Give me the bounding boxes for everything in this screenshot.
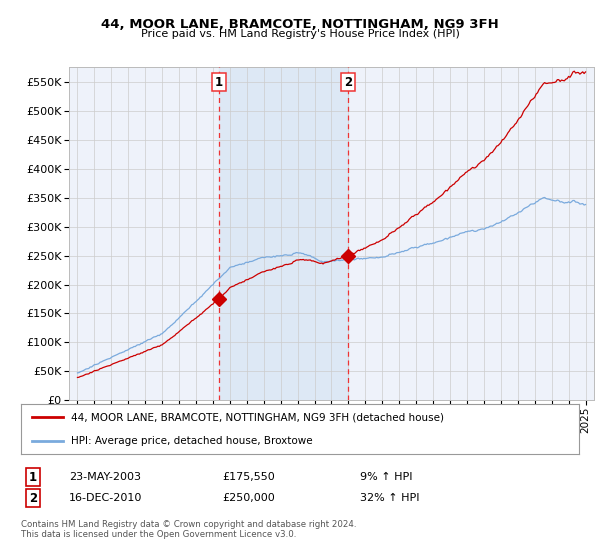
Text: Price paid vs. HM Land Registry's House Price Index (HPI): Price paid vs. HM Land Registry's House …	[140, 29, 460, 39]
Text: 1: 1	[29, 470, 37, 484]
Text: £175,550: £175,550	[222, 472, 275, 482]
Text: 16-DEC-2010: 16-DEC-2010	[69, 493, 142, 503]
Text: 44, MOOR LANE, BRAMCOTE, NOTTINGHAM, NG9 3FH: 44, MOOR LANE, BRAMCOTE, NOTTINGHAM, NG9…	[101, 18, 499, 31]
Text: 44, MOOR LANE, BRAMCOTE, NOTTINGHAM, NG9 3FH (detached house): 44, MOOR LANE, BRAMCOTE, NOTTINGHAM, NG9…	[71, 412, 444, 422]
Bar	[219, 67, 348, 400]
Text: Contains HM Land Registry data © Crown copyright and database right 2024.
This d: Contains HM Land Registry data © Crown c…	[21, 520, 356, 539]
Text: 32% ↑ HPI: 32% ↑ HPI	[360, 493, 419, 503]
Text: HPI: Average price, detached house, Broxtowe: HPI: Average price, detached house, Brox…	[71, 436, 313, 446]
Text: £250,000: £250,000	[222, 493, 275, 503]
Text: 2: 2	[344, 76, 352, 88]
Text: 1: 1	[215, 76, 223, 88]
Text: 9% ↑ HPI: 9% ↑ HPI	[360, 472, 413, 482]
Text: 23-MAY-2003: 23-MAY-2003	[69, 472, 141, 482]
Text: 2: 2	[29, 492, 37, 505]
